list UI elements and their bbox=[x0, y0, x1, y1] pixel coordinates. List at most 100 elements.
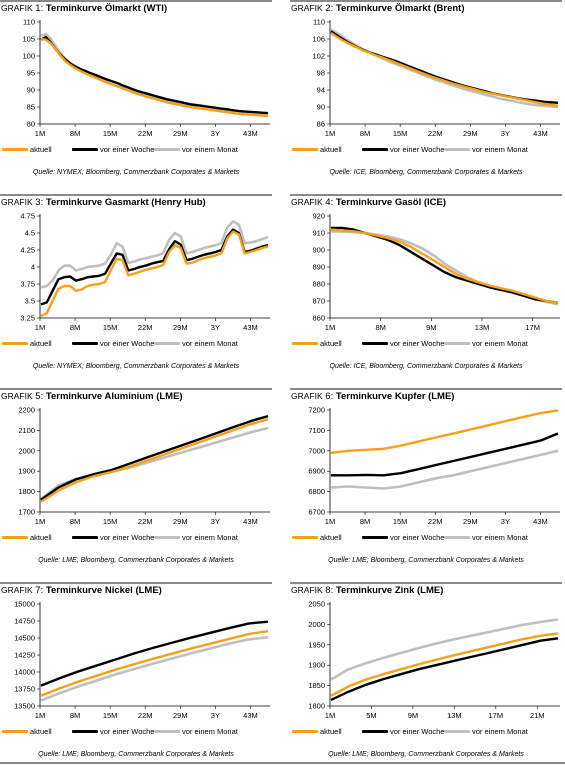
x-tick-label: 8M bbox=[70, 129, 80, 138]
line-chart: 13500 13750 14000 14250 14500 14750 15000 1M 8M 1… bbox=[14, 600, 270, 720]
y-tick-label: 102 bbox=[312, 52, 325, 61]
chart-title-prefix: GRAFIK bbox=[1, 197, 33, 207]
x-tick-label: 8M bbox=[70, 323, 80, 332]
line-chart: 3.25 3.5 3.75 4 4.25 4.5 4.75 1M 8M 15M 22M 29M 3Y 43… bbox=[20, 212, 270, 332]
x-tick-label: 3Y bbox=[211, 129, 220, 138]
legend-swatch-monat bbox=[444, 342, 470, 345]
y-tick-label: 94 bbox=[317, 86, 325, 95]
x-tick-label: 29M bbox=[173, 129, 188, 138]
y-tick-label: 105 bbox=[22, 35, 35, 44]
legend-swatch-monat bbox=[154, 342, 180, 345]
x-tick-label: 1M bbox=[35, 517, 45, 526]
panel-top-rule bbox=[290, 582, 562, 584]
y-tick-label: 2050 bbox=[308, 600, 325, 609]
panel-top-rule bbox=[0, 194, 272, 196]
x-tick-label: 8M bbox=[360, 129, 370, 138]
x-tick-label: 22M bbox=[138, 323, 153, 332]
x-tick-label: 29M bbox=[173, 517, 188, 526]
chart-source: Quelle: ICE, Bloomberg, Commerzbank Corp… bbox=[329, 169, 523, 176]
series-line-woche bbox=[40, 620, 269, 687]
legend-label-monat: vor einem Monat bbox=[472, 339, 528, 348]
y-tick-label: 910 bbox=[312, 229, 325, 238]
chart-title-prefix: GRAFIK bbox=[291, 585, 323, 595]
line-chart: 1700 1800 1900 2000 2100 2200 1M 8M 15M 22M 29M 3Y 4… bbox=[18, 406, 270, 526]
series-line-monat bbox=[40, 32, 269, 118]
legend-swatch-aktuell bbox=[292, 342, 318, 345]
x-tick-label: 17M bbox=[489, 711, 504, 720]
y-tick-label: 100 bbox=[22, 52, 35, 61]
x-tick-label: 22M bbox=[138, 711, 153, 720]
x-tick-label: 43M bbox=[243, 711, 258, 720]
y-tick-label: 4 bbox=[31, 263, 35, 272]
legend-swatch-woche bbox=[362, 342, 388, 345]
x-tick-label: 8M bbox=[70, 517, 80, 526]
y-tick-label: 6900 bbox=[308, 467, 325, 476]
x-tick-label: 3Y bbox=[211, 711, 220, 720]
y-tick-label: 7100 bbox=[308, 426, 325, 435]
y-tick-label: 880 bbox=[312, 280, 325, 289]
x-tick-label: 3Y bbox=[501, 517, 510, 526]
y-tick-label: 1850 bbox=[308, 681, 325, 690]
series-line-woche bbox=[40, 228, 269, 306]
series-line-aktuell bbox=[40, 630, 269, 697]
x-tick-label: 29M bbox=[463, 517, 478, 526]
chart-title: GRAFIK 2: Terminkurve Ölmarkt (Brent) bbox=[291, 3, 465, 14]
chart-source: Quelle: LME; Bloomberg, Commerzbank Corp… bbox=[328, 751, 524, 758]
legend-label-monat: vor einem Monat bbox=[182, 727, 238, 736]
x-tick-label: 29M bbox=[173, 323, 188, 332]
y-tick-label: 3.25 bbox=[20, 314, 35, 323]
chart-panel-6: GRAFIK 6: Terminkurve Kupfer (LME) 6700 68… bbox=[290, 388, 562, 578]
chart-title-number: 4: bbox=[325, 197, 334, 208]
y-tick-label: 2100 bbox=[18, 426, 35, 435]
y-tick-label: 7200 bbox=[308, 406, 325, 415]
x-tick-label: 3Y bbox=[211, 323, 220, 332]
x-tick-label: 43M bbox=[243, 517, 258, 526]
legend-swatch-monat bbox=[154, 148, 180, 151]
y-tick-label: 110 bbox=[313, 18, 325, 27]
x-tick-label: 3Y bbox=[501, 129, 510, 138]
x-tick-label: 3Y bbox=[211, 517, 220, 526]
series-line-monat bbox=[330, 449, 559, 490]
y-tick-label: 13500 bbox=[14, 702, 35, 711]
y-tick-label: 2000 bbox=[308, 620, 325, 629]
chart-title-prefix: GRAFIK bbox=[291, 3, 323, 13]
y-tick-label: 14500 bbox=[14, 634, 35, 643]
chart-title-text: Terminkurve Ölmarkt (WTI) bbox=[45, 3, 168, 14]
chart-source: Quelle: LME; Bloomberg, Commerzbank Corp… bbox=[38, 751, 234, 758]
legend-label-woche: vor einer Woche bbox=[390, 533, 445, 542]
legend-swatch-aktuell bbox=[2, 342, 28, 345]
chart-panel-5: GRAFIK 5: Terminkurve Aluminium (LME) 170… bbox=[0, 388, 272, 578]
legend-label-woche: vor einer Woche bbox=[390, 339, 445, 348]
x-tick-label: 5M bbox=[366, 711, 376, 720]
x-tick-label: 15M bbox=[103, 517, 118, 526]
series-line-woche bbox=[40, 35, 269, 115]
legend-swatch-woche bbox=[362, 148, 388, 151]
y-tick-label: 1900 bbox=[308, 661, 325, 670]
series-line-monat bbox=[40, 636, 269, 702]
chart-title-text: Terminkurve Gasöl (ICE) bbox=[335, 197, 447, 208]
x-tick-label: 1M bbox=[325, 711, 335, 720]
legend-swatch-monat bbox=[444, 730, 470, 733]
legend-label-monat: vor einem Monat bbox=[182, 533, 238, 542]
line-chart: 6700 6800 6900 7000 7100 7200 1M 8M 15M 22M 29M 3Y 4… bbox=[308, 406, 560, 526]
x-tick-label: 9M bbox=[408, 711, 418, 720]
chart-title-prefix: GRAFIK bbox=[291, 197, 323, 207]
chart-title: GRAFIK 3: Terminkurve Gasmarkt (Henry Hu… bbox=[1, 197, 206, 208]
legend-swatch-woche bbox=[72, 342, 98, 345]
legend-label-woche: vor einer Woche bbox=[100, 533, 155, 542]
x-tick-label: 22M bbox=[138, 517, 153, 526]
y-tick-label: 3.5 bbox=[25, 297, 35, 306]
legend-label-aktuell: aktuell bbox=[320, 145, 342, 154]
y-tick-label: 6700 bbox=[308, 508, 325, 517]
y-tick-label: 1950 bbox=[308, 640, 325, 649]
legend-swatch-monat bbox=[444, 536, 470, 539]
chart-title-prefix: GRAFIK bbox=[1, 391, 33, 401]
chart-title: GRAFIK 4: Terminkurve Gasöl (ICE) bbox=[291, 197, 446, 208]
legend-swatch-aktuell bbox=[2, 148, 28, 151]
x-tick-label: 1M bbox=[35, 711, 45, 720]
panel-top-rule bbox=[0, 388, 272, 390]
series-line-aktuell bbox=[330, 228, 559, 304]
y-tick-label: 1900 bbox=[18, 467, 35, 476]
panel-top-rule bbox=[290, 388, 562, 390]
chart-source: Quelle: ICE, Bloomberg, Commerzbank Corp… bbox=[329, 363, 523, 370]
